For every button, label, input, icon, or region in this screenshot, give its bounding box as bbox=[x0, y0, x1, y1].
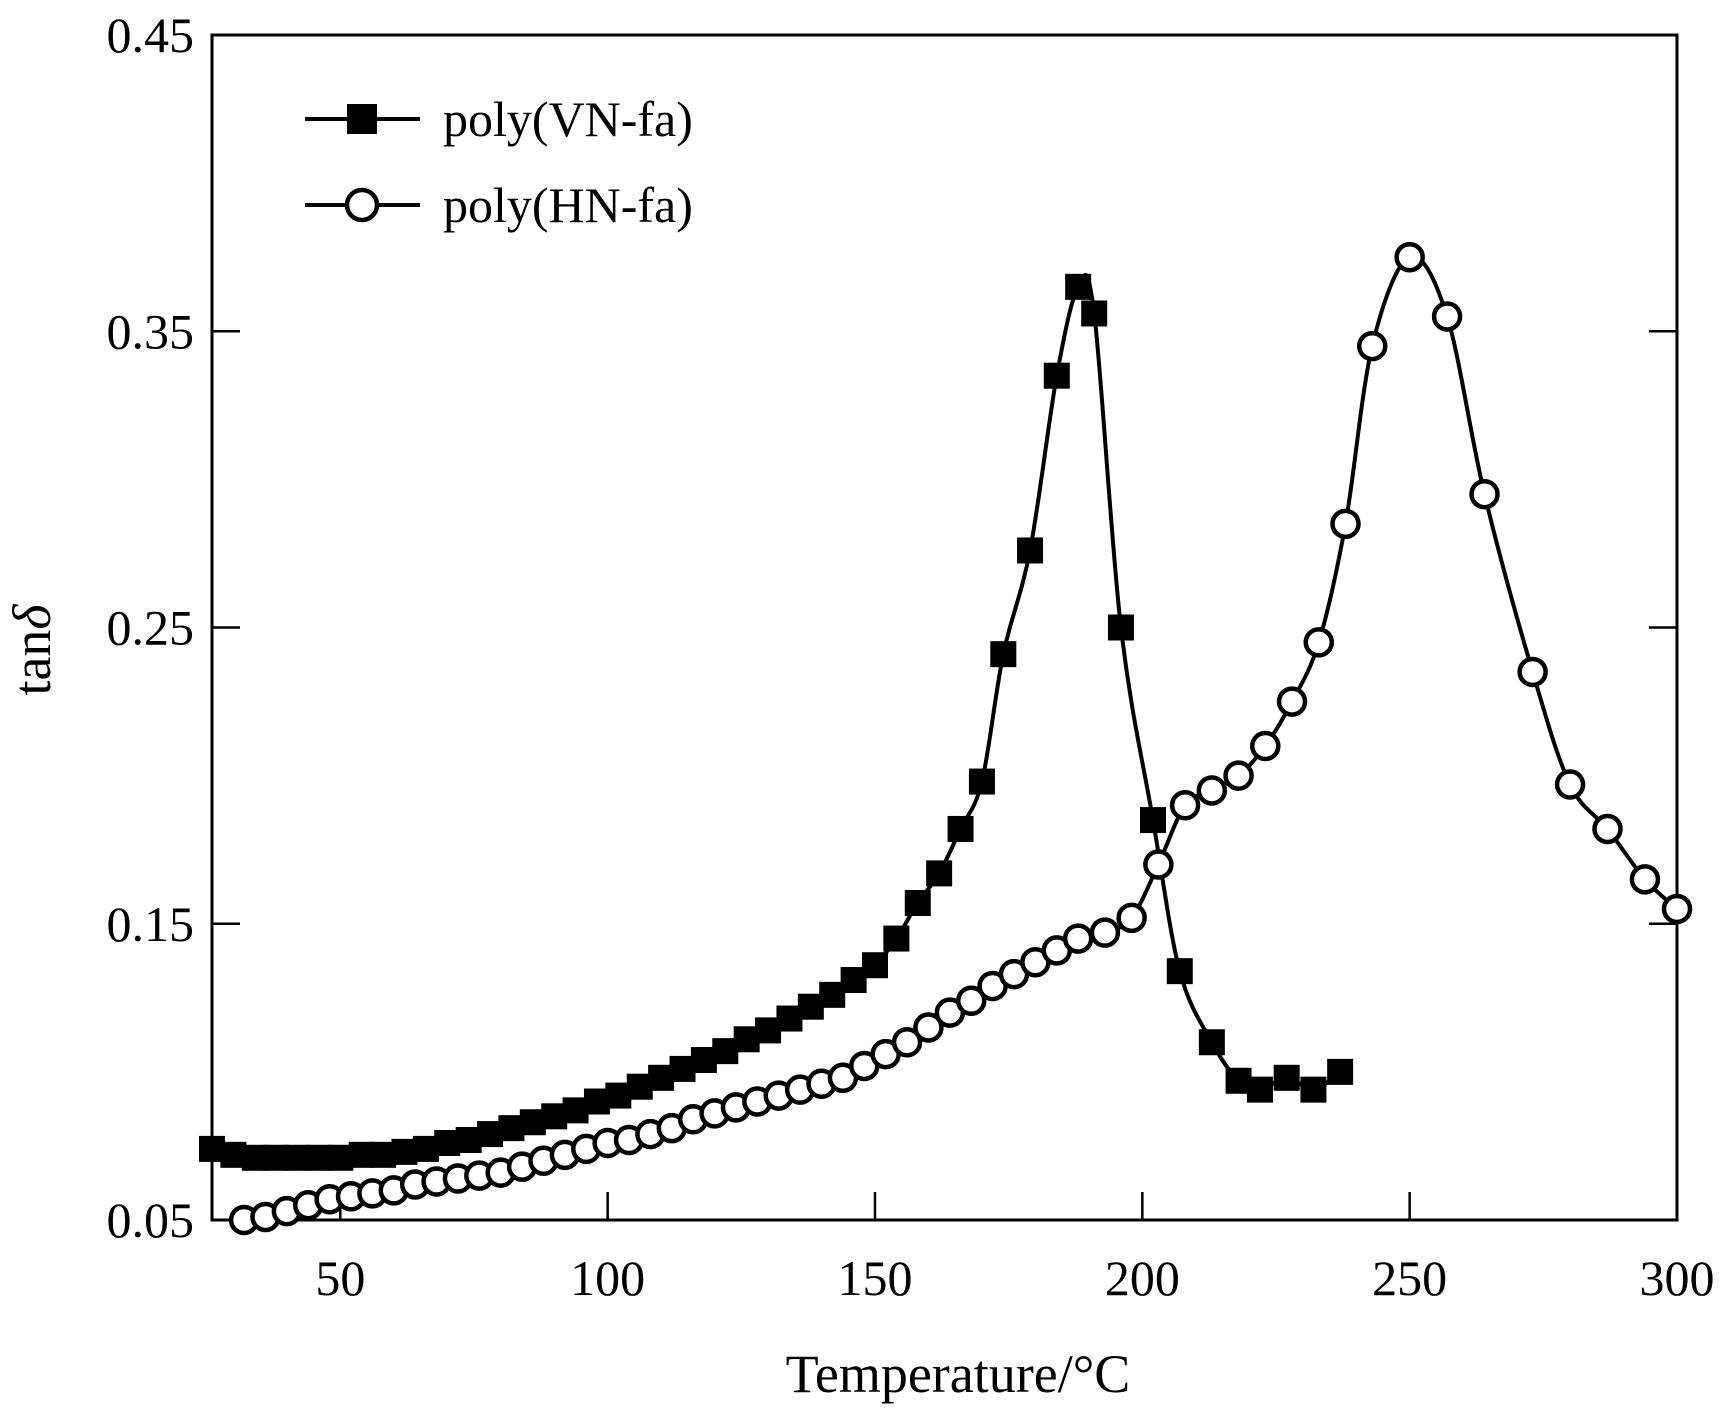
data-point-circle bbox=[1062, 923, 1094, 954]
y-tick-label: 0.45 bbox=[107, 7, 195, 63]
y-tick-label: 0.35 bbox=[107, 303, 195, 359]
data-point-circle bbox=[1169, 790, 1201, 821]
data-point-square bbox=[990, 641, 1017, 668]
data-point-circle bbox=[1394, 241, 1425, 273]
legend-label: poly(VN-fa) bbox=[443, 91, 693, 147]
data-point-circle bbox=[1143, 849, 1174, 880]
legend-label: poly(HN-fa) bbox=[443, 177, 693, 233]
y-tick-label: 0.25 bbox=[107, 600, 195, 656]
data-point-circle bbox=[891, 1027, 923, 1058]
legend-marker-square bbox=[347, 104, 377, 134]
data-point-square bbox=[1246, 1076, 1273, 1103]
data-point-square bbox=[1327, 1058, 1354, 1085]
data-point-square bbox=[1198, 1029, 1225, 1056]
data-point-circle bbox=[1629, 864, 1661, 895]
data-point-circle bbox=[1554, 769, 1586, 800]
data-point-circle bbox=[1330, 508, 1361, 540]
data-point-square bbox=[883, 925, 910, 952]
data-point-square bbox=[926, 860, 953, 887]
x-tick-label: 50 bbox=[315, 1250, 365, 1306]
data-point-square bbox=[1065, 273, 1092, 300]
series-poly(VN-fa) bbox=[199, 272, 1354, 1171]
data-point-circle bbox=[1276, 686, 1308, 717]
data-point-circle bbox=[1116, 902, 1147, 934]
data-point-circle bbox=[1469, 478, 1500, 510]
data-point-circle bbox=[1661, 893, 1693, 925]
y-axis-title-main: tan bbox=[2, 630, 62, 696]
axes: 50 100 150 200 250 300 0.05 0.15 0.25 0.35 0.45 bbox=[107, 7, 1715, 1306]
data-point-circle bbox=[1517, 656, 1548, 688]
data-point-circle bbox=[1303, 627, 1335, 658]
data-point-square bbox=[1107, 614, 1134, 641]
x-axis-title: Temperature/°C bbox=[786, 1344, 1131, 1404]
data-point-square bbox=[1166, 958, 1193, 985]
plot-frame bbox=[210, 33, 1679, 1222]
data-point-square bbox=[1081, 300, 1108, 327]
legend-marker-circle bbox=[344, 187, 380, 223]
data-point-square bbox=[968, 768, 995, 795]
data-point-circle bbox=[955, 985, 987, 1017]
data-point-square bbox=[1273, 1064, 1300, 1091]
x-tick-label: 100 bbox=[570, 1250, 645, 1306]
x-tick-label: 200 bbox=[1105, 1250, 1180, 1306]
data-point-square bbox=[947, 815, 974, 842]
data-point-square bbox=[1300, 1076, 1327, 1103]
data-point-circle bbox=[1592, 813, 1623, 845]
y-tick-label: 0.15 bbox=[107, 896, 195, 952]
x-tick-label: 250 bbox=[1372, 1250, 1447, 1306]
data-point-square bbox=[1140, 807, 1167, 834]
data-point-circle bbox=[1431, 301, 1463, 332]
data-point-square bbox=[1017, 537, 1044, 564]
y-tick-label: 0.05 bbox=[107, 1192, 195, 1248]
data-point-square bbox=[904, 890, 931, 917]
data-point-circle bbox=[1223, 760, 1254, 791]
data-point-circle bbox=[1250, 730, 1281, 762]
data-point-circle bbox=[1356, 330, 1388, 362]
data-point-circle bbox=[1089, 917, 1121, 948]
data-point-square bbox=[861, 952, 888, 979]
data-point-circle bbox=[1196, 775, 1228, 806]
y-axis-title: tanδ bbox=[2, 604, 62, 696]
data-point-circle bbox=[913, 1012, 944, 1043]
series-poly(HN-fa) bbox=[228, 241, 1693, 1236]
legend: poly(VN-fa) poly(HN-fa) bbox=[305, 91, 693, 233]
series-layer bbox=[199, 241, 1693, 1236]
series-line bbox=[243, 254, 1679, 1222]
x-tick-label: 150 bbox=[837, 1250, 912, 1306]
y-axis-title-symbol: δ bbox=[2, 604, 62, 630]
x-tick-label: 300 bbox=[1640, 1250, 1715, 1306]
data-point-square bbox=[1043, 362, 1070, 389]
